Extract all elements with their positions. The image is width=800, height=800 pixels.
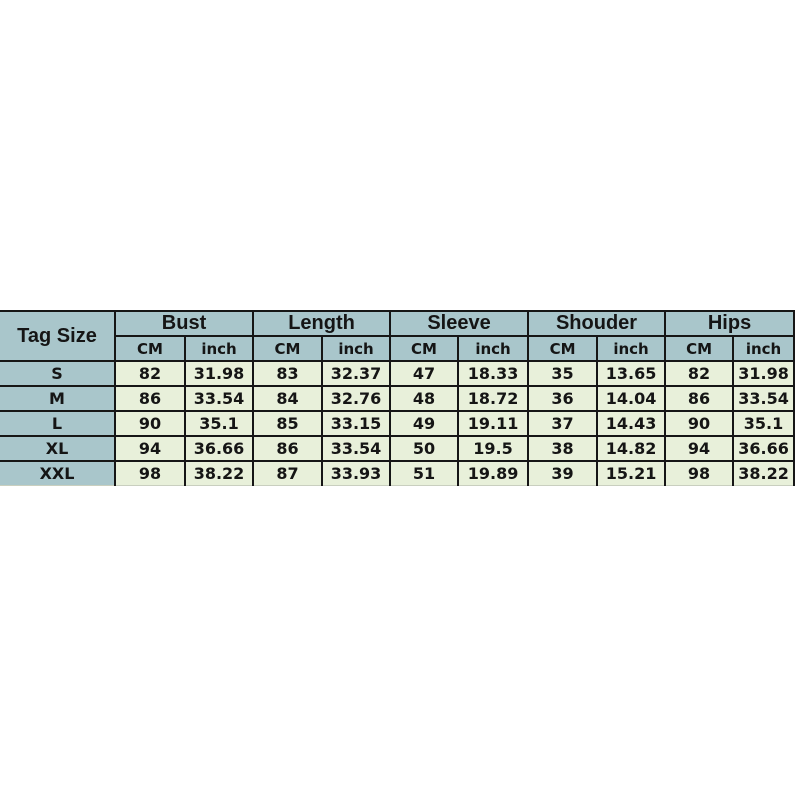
table-row: XL 94 36.66 86 33.54 50 19.5 38 14.82 94 36.66 xyxy=(0,435,796,462)
value-cell: 33.15 xyxy=(321,410,392,437)
value-cell: 32.37 xyxy=(321,360,392,387)
table-row: L 90 35.1 85 33.15 49 19.11 37 14.43 90 35.1 xyxy=(0,410,796,437)
value-cell: 82 xyxy=(664,360,735,387)
unit-header-inch: inch xyxy=(457,335,530,362)
value-cell: 35.1 xyxy=(183,410,255,437)
corner-tag-size-label: Tag Size xyxy=(0,310,116,362)
value-cell: 19.11 xyxy=(457,410,530,437)
value-cell: 35.1 xyxy=(732,410,796,437)
value-cell: 19.89 xyxy=(457,460,530,486)
value-cell: 33.54 xyxy=(732,385,796,412)
unit-header-inch: inch xyxy=(183,335,255,362)
value-cell: 33.93 xyxy=(321,460,392,486)
group-header-shouder: Shouder xyxy=(527,310,667,337)
unit-header-inch: inch xyxy=(596,335,667,362)
value-cell: 18.33 xyxy=(457,360,530,387)
table-row: M 86 33.54 84 32.76 48 18.72 36 14.04 86 33.54 xyxy=(0,385,796,412)
group-header-row: Tag Size Bust Length Sleeve Shouder Hips xyxy=(0,310,796,362)
unit-header-row: CM inch CM inch CM inch CM inch CM inch xyxy=(0,335,796,362)
value-cell: 39 xyxy=(527,460,599,486)
table-row: S 82 31.98 83 32.37 47 18.33 35 13.65 82 31.98 xyxy=(0,360,796,387)
value-cell: 36.66 xyxy=(732,435,796,462)
value-cell: 94 xyxy=(664,435,735,462)
value-cell: 36.66 xyxy=(183,435,255,462)
value-cell: 18.72 xyxy=(457,385,530,412)
size-label-cell: XL xyxy=(0,435,116,462)
size-chart-table: Tag Size Bust Length Sleeve Shouder Hips… xyxy=(0,310,796,486)
value-cell: 86 xyxy=(114,385,186,412)
unit-header-cm: CM xyxy=(527,335,599,362)
value-cell: 49 xyxy=(389,410,460,437)
group-header-bust: Bust xyxy=(113,310,255,337)
table-row: XXL 98 38.22 87 33.93 51 19.89 39 15.21 98 38.22 xyxy=(0,460,796,486)
value-cell: 31.98 xyxy=(732,360,796,387)
value-cell: 98 xyxy=(664,460,735,486)
size-label-cell: M xyxy=(0,385,116,412)
value-cell: 82 xyxy=(114,360,186,387)
value-cell: 87 xyxy=(252,460,324,486)
value-cell: 14.43 xyxy=(596,410,667,437)
value-cell: 48 xyxy=(389,385,460,412)
value-cell: 83 xyxy=(252,360,324,387)
value-cell: 98 xyxy=(114,460,186,486)
size-label-cell: L xyxy=(0,410,116,437)
value-cell: 37 xyxy=(527,410,599,437)
value-cell: 84 xyxy=(252,385,324,412)
unit-header-cm: CM xyxy=(115,335,186,362)
value-cell: 32.76 xyxy=(321,385,392,412)
size-label-cell: S xyxy=(0,360,116,387)
group-header-length: Length xyxy=(252,310,392,337)
value-cell: 51 xyxy=(389,460,460,486)
unit-header-inch: inch xyxy=(732,335,796,362)
value-cell: 14.04 xyxy=(596,385,667,412)
value-cell: 33.54 xyxy=(183,385,255,412)
value-cell: 90 xyxy=(114,410,186,437)
value-cell: 35 xyxy=(527,360,599,387)
value-cell: 86 xyxy=(664,385,735,412)
value-cell: 90 xyxy=(664,410,735,437)
value-cell: 38 xyxy=(527,435,599,462)
size-table-body: S 82 31.98 83 32.37 47 18.33 35 13.65 82 31.98 M 86 3… xyxy=(0,360,796,486)
value-cell: 31.98 xyxy=(183,360,255,387)
value-cell: 94 xyxy=(114,435,186,462)
value-cell: 38.22 xyxy=(183,460,255,486)
table-header: Tag Size Bust Length Sleeve Shouder Hips… xyxy=(0,310,796,362)
value-cell: 47 xyxy=(389,360,460,387)
value-cell: 33.54 xyxy=(321,435,392,462)
unit-header-cm: CM xyxy=(664,335,735,362)
value-cell: 85 xyxy=(252,410,324,437)
value-cell: 50 xyxy=(389,435,460,462)
value-cell: 15.21 xyxy=(596,460,667,486)
group-header-sleeve: Sleeve xyxy=(389,310,530,337)
value-cell: 36 xyxy=(527,385,599,412)
size-label-cell: XXL xyxy=(0,460,116,486)
value-cell: 38.22 xyxy=(732,460,796,486)
group-header-hips: Hips xyxy=(664,310,796,337)
value-cell: 19.5 xyxy=(457,435,530,462)
unit-header-inch: inch xyxy=(321,335,392,362)
unit-header-cm: CM xyxy=(252,335,324,362)
value-cell: 86 xyxy=(252,435,324,462)
value-cell: 14.82 xyxy=(596,435,667,462)
unit-header-cm: CM xyxy=(389,335,460,362)
value-cell: 13.65 xyxy=(596,360,667,387)
